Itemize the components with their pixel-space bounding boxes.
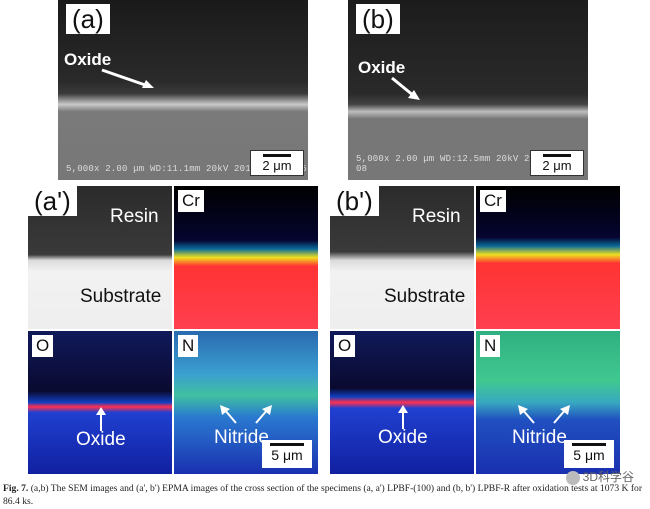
nitride-arrows-b xyxy=(518,405,570,424)
resin-label-b: Resin xyxy=(412,206,461,227)
n-tag-b: N xyxy=(480,335,501,357)
cr-tag-b: Cr xyxy=(480,190,506,212)
caption-lead: Fig. 7. xyxy=(3,483,29,494)
nitride-label-a: Nitride xyxy=(214,427,269,448)
oxide-arrow-b xyxy=(391,76,420,100)
scale-label-a-prime: 5 μm xyxy=(271,447,303,463)
oxide-label-b-prime: Oxide xyxy=(378,427,428,448)
scale-box-a-prime: 5 μm xyxy=(262,440,312,468)
epma-a-cr-map: Cr xyxy=(174,186,318,329)
epma-b-o-map: O Oxide xyxy=(330,331,474,474)
n-tag-a: N xyxy=(178,335,199,357)
nitride-arrows-a xyxy=(220,405,272,424)
epma-a-o-map: O Oxide xyxy=(28,331,172,474)
scale-bar-a: 2 μm xyxy=(250,150,304,176)
substrate-label-a: Substrate xyxy=(80,286,162,307)
oxide-label-a: Oxide xyxy=(64,50,112,69)
scale-label-b-prime: 5 μm xyxy=(573,447,605,463)
scale-box-b-prime: 5 μm xyxy=(564,440,614,468)
epma-b-cr-map: Cr xyxy=(476,186,620,329)
wechat-icon xyxy=(565,470,580,485)
nitride-label-b: Nitride xyxy=(512,427,567,448)
sem-info-b: 5,000x 2.00 μm WD:12.5mm 20kV 2018/02/09… xyxy=(356,154,581,174)
watermark-text: 3D科学谷 xyxy=(582,470,634,484)
figure-caption: Fig. 7. (a,b) The SEM images and (a', b'… xyxy=(3,482,643,508)
epma-b-n-map: N Nitride 5 μm xyxy=(476,331,620,474)
caption-text: (a,b) The SEM images and (a', b') EPMA i… xyxy=(3,483,643,507)
substrate-label-b: Substrate xyxy=(384,286,466,307)
panel-label-b: (b) xyxy=(356,4,400,34)
panel-label-a: (a) xyxy=(66,4,110,34)
epma-a-n-map: N Nitride 5 μm xyxy=(174,331,318,474)
panel-label-a-prime: (a') xyxy=(28,186,77,216)
resin-label-a: Resin xyxy=(110,206,159,227)
scale-label-b: 2 μm xyxy=(542,158,572,173)
o-tag-b: O xyxy=(334,335,356,357)
oxide-label-a-prime: Oxide xyxy=(76,429,126,450)
watermark: 3D科学谷 xyxy=(565,468,634,485)
oxide-arrow-a-prime xyxy=(96,407,106,431)
oxide-arrow-b-prime xyxy=(398,405,408,429)
cr-tag-a: Cr xyxy=(178,190,204,212)
scale-label-a: 2 μm xyxy=(262,158,292,173)
sem-info-a: 5,000x 2.00 μm WD:11.1mm 20kV 2018/02/08… xyxy=(66,164,307,174)
oxide-arrow-a xyxy=(101,68,154,88)
panel-label-b-prime: (b') xyxy=(330,186,379,216)
oxide-label-b: Oxide xyxy=(358,58,406,77)
scale-bar-b: 2 μm xyxy=(530,150,584,176)
o-tag-a: O xyxy=(32,335,54,357)
